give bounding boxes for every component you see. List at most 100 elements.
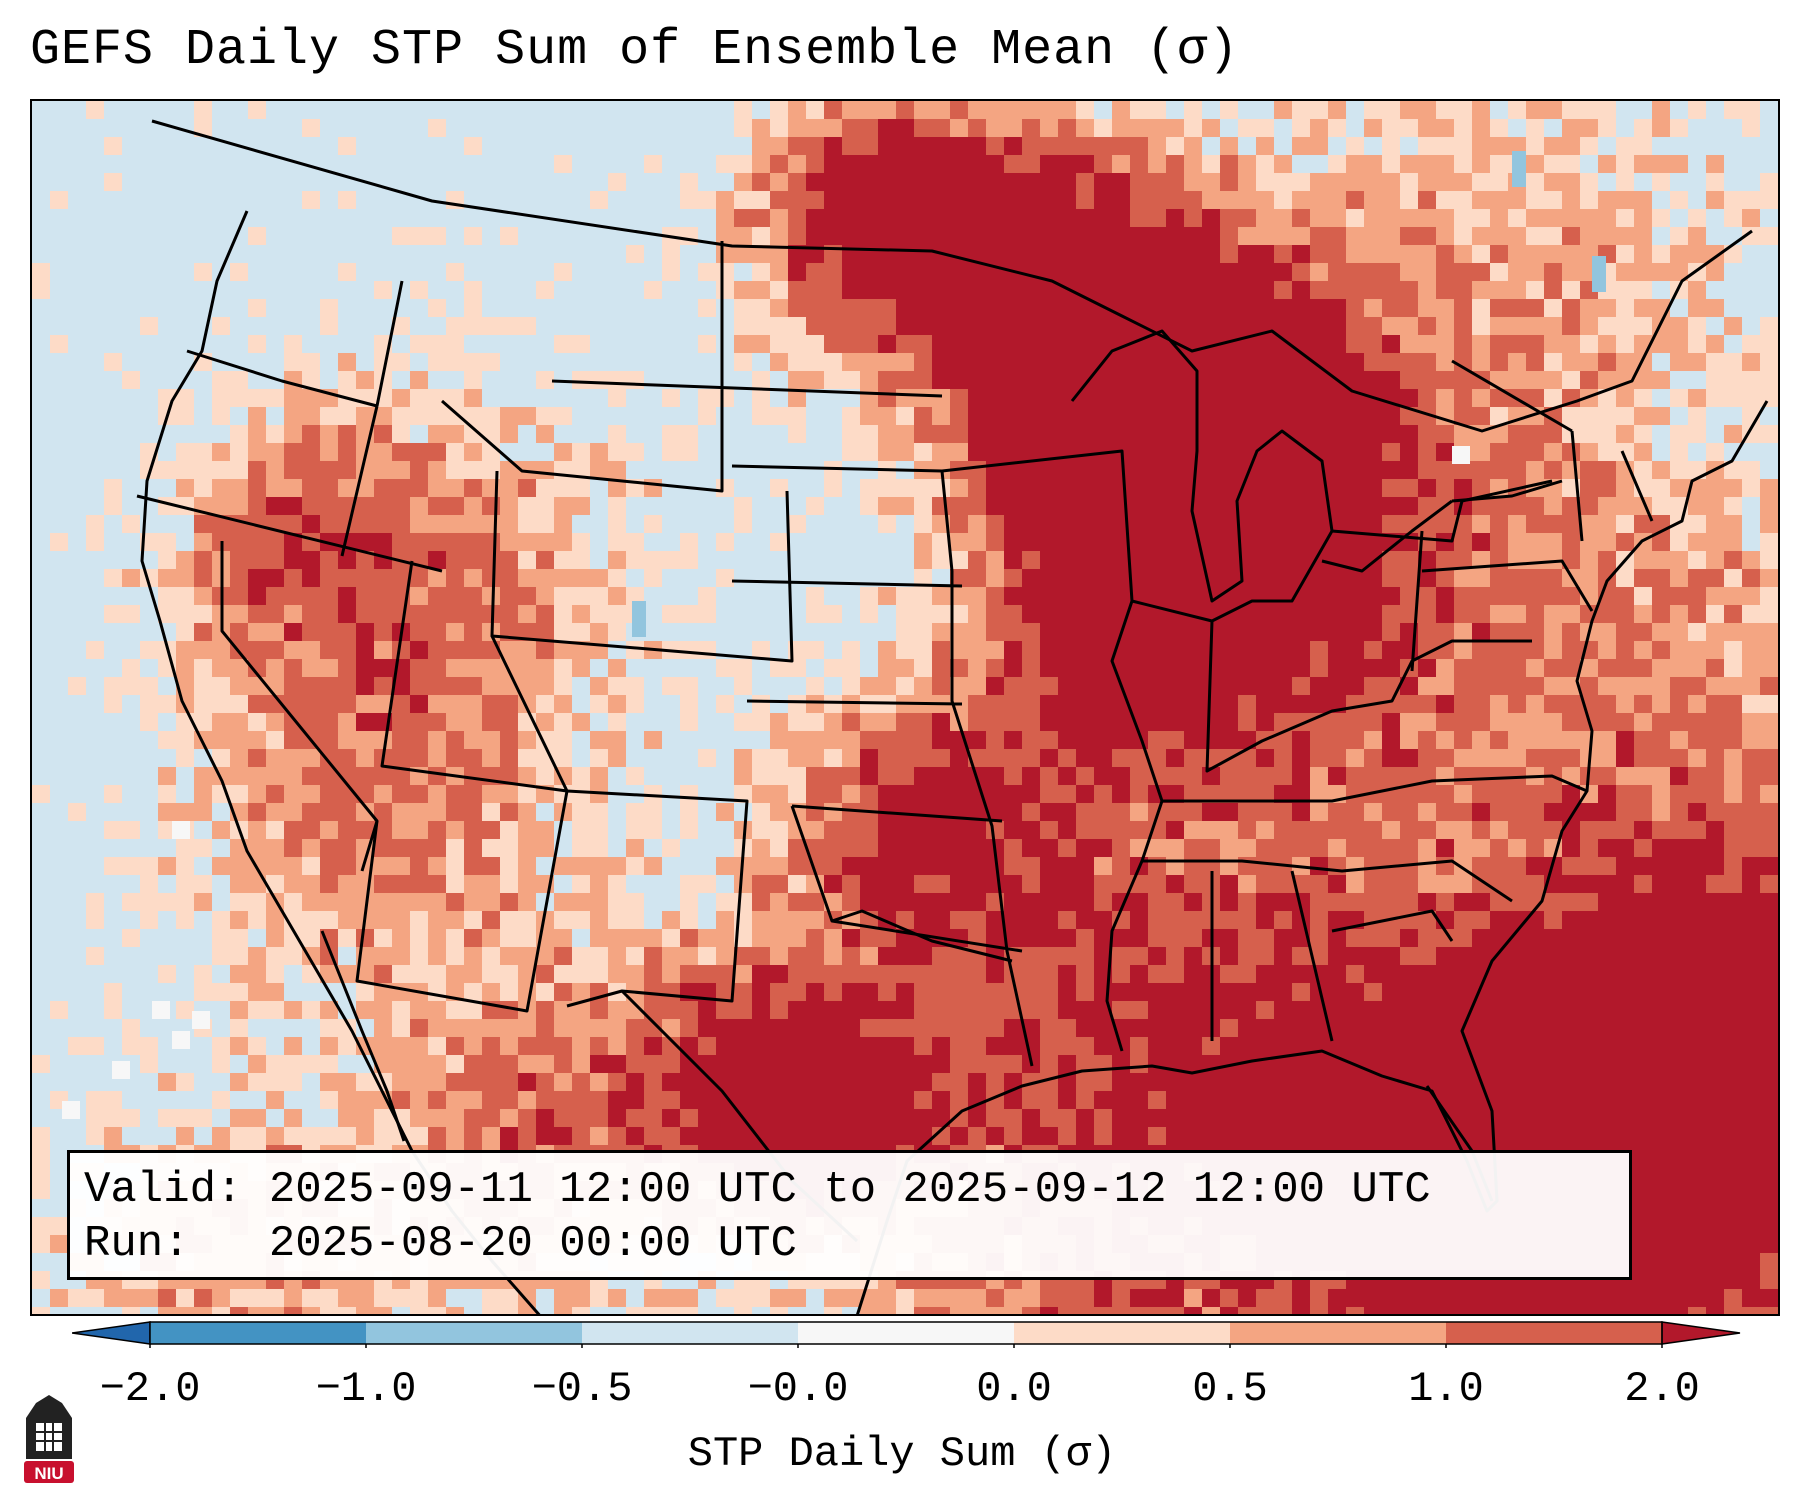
stp-field-cell <box>1436 263 1454 281</box>
stp-field-cell <box>1508 659 1526 677</box>
stp-field-cell <box>1040 533 1058 551</box>
stp-field-cell <box>446 1127 464 1145</box>
stp-field-cell <box>986 443 1004 461</box>
stp-field-cell <box>1778 1181 1780 1199</box>
stp-field-cell <box>752 947 770 965</box>
stp-field-cell <box>1166 911 1184 929</box>
stp-field-cell <box>842 371 860 389</box>
stp-field-cell <box>1508 227 1526 245</box>
stp-field-cell <box>1580 119 1598 137</box>
stp-field-cell <box>410 1073 428 1091</box>
stp-field-cell <box>1562 911 1580 929</box>
stp-field-cell <box>806 767 824 785</box>
stp-field-cell <box>1562 245 1580 263</box>
stp-field-cell <box>1742 1001 1760 1019</box>
stp-field-cell <box>1094 623 1112 641</box>
stp-field-cell <box>356 749 374 767</box>
stp-field-cell <box>1760 515 1778 533</box>
stp-field-cell <box>1634 191 1652 209</box>
stp-field-cell <box>680 173 698 191</box>
stp-field-cell <box>1022 605 1040 623</box>
stp-field-cell <box>806 317 824 335</box>
stp-field-cell <box>1616 443 1634 461</box>
stp-field-cell <box>266 479 284 497</box>
stp-field-cell <box>1382 605 1400 623</box>
stp-field-cell <box>518 911 536 929</box>
stp-field-cell <box>1310 137 1328 155</box>
stp-field-cell <box>1238 551 1256 569</box>
stp-field-cell <box>1472 731 1490 749</box>
stp-field-cell <box>1562 1127 1580 1145</box>
stp-field-cell <box>1472 803 1490 821</box>
stp-field-cell <box>788 1109 806 1127</box>
stp-field-cell <box>1004 1127 1022 1145</box>
stp-field-cell <box>986 119 1004 137</box>
stp-field-cell <box>320 965 338 983</box>
stp-field-cell <box>1274 407 1292 425</box>
stp-field-cell <box>1166 641 1184 659</box>
stp-field-cell <box>1634 929 1652 947</box>
stp-field-cell <box>1760 893 1778 911</box>
stp-field-cell <box>1382 173 1400 191</box>
stp-field-cell <box>500 803 518 821</box>
stp-field-cell <box>374 443 392 461</box>
stp-field-cell <box>1094 209 1112 227</box>
stp-field-cell <box>1508 911 1526 929</box>
stp-field-cell <box>752 389 770 407</box>
stp-field-cell <box>374 1019 392 1037</box>
stp-field-cell <box>1580 947 1598 965</box>
stp-field-cell <box>536 569 554 587</box>
stp-field-cell <box>914 227 932 245</box>
stp-field-cell <box>1580 1037 1598 1055</box>
stp-field-cell <box>1436 587 1454 605</box>
stp-field-cell <box>1382 119 1400 137</box>
stp-field-cell <box>1112 587 1130 605</box>
stp-field-cell <box>104 137 122 155</box>
stp-field-cell <box>986 551 1004 569</box>
stp-field-cell <box>662 443 680 461</box>
stp-field-cell <box>266 767 284 785</box>
stp-field-cell <box>1274 767 1292 785</box>
stp-field-cell <box>446 533 464 551</box>
stp-field-cell <box>302 353 320 371</box>
stp-field-cell <box>662 551 680 569</box>
stp-field-cell <box>500 965 518 983</box>
map-panel <box>30 99 1780 1316</box>
stp-field-cell <box>1634 641 1652 659</box>
stp-field-cell <box>1004 911 1022 929</box>
stp-field-cell <box>1112 119 1130 137</box>
stp-field-cell <box>824 353 842 371</box>
stp-field-cell <box>914 605 932 623</box>
stp-field-cell <box>1220 155 1238 173</box>
stp-field-cell <box>932 983 950 1001</box>
stp-field-cell <box>1490 245 1508 263</box>
stp-field-cell <box>86 1127 104 1145</box>
stp-field-cell <box>284 605 302 623</box>
stp-field-cell <box>1760 371 1778 389</box>
stp-field-cell <box>680 551 698 569</box>
stp-field-cell <box>1418 209 1436 227</box>
stp-field-cell <box>284 1001 302 1019</box>
stp-field-cell <box>1328 911 1346 929</box>
stp-field-cell <box>1382 1055 1400 1073</box>
stp-field-cell <box>896 875 914 893</box>
stp-field-cell <box>500 1001 518 1019</box>
stp-field-cell <box>230 857 248 875</box>
stp-field-cell <box>1436 785 1454 803</box>
stp-field-cell <box>140 641 158 659</box>
stp-field-cell <box>1040 839 1058 857</box>
stp-field-cell <box>1562 857 1580 875</box>
stp-field-cell <box>1724 641 1742 659</box>
stp-field-cell <box>1238 731 1256 749</box>
stp-field-cell <box>1364 641 1382 659</box>
stp-field-cell <box>1292 641 1310 659</box>
stp-field-cell <box>482 1109 500 1127</box>
stp-field-cell <box>860 281 878 299</box>
stp-field-cell <box>338 461 356 479</box>
stp-field-cell <box>1418 191 1436 209</box>
stp-field-cell <box>806 677 824 695</box>
stp-field-cell <box>464 821 482 839</box>
stp-field-cell <box>626 1091 644 1109</box>
stp-field-cell <box>140 317 158 335</box>
stp-field-cell <box>860 263 878 281</box>
